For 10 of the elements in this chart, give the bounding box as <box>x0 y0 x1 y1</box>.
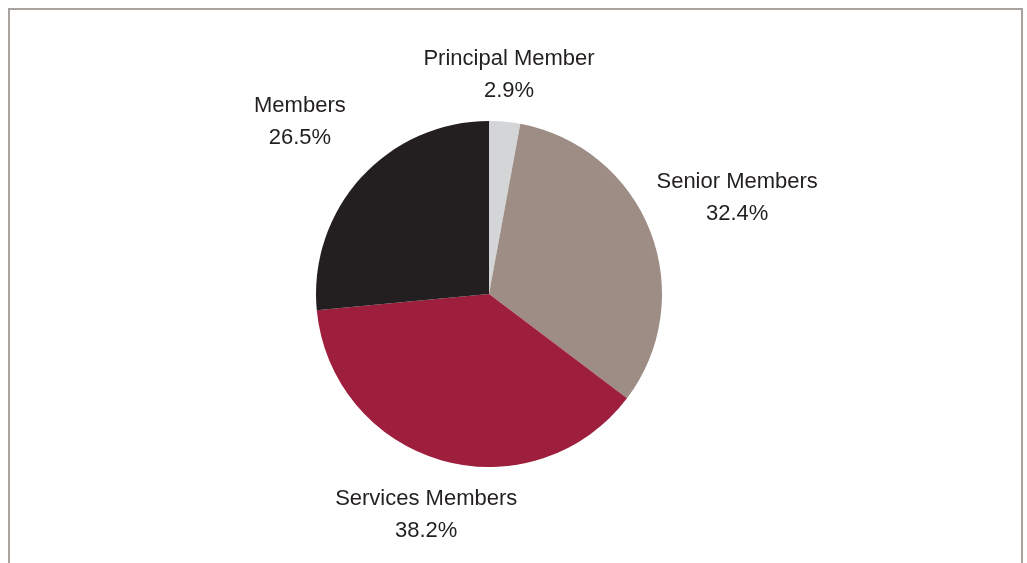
pie-slice <box>489 121 521 294</box>
data-label: 2.9% <box>483 76 535 102</box>
data-label: 26.5% <box>268 123 332 149</box>
slice-label: Senior Members <box>656 167 818 193</box>
data-label: 38.2% <box>395 517 458 543</box>
slice-label: Principal Member <box>423 44 595 70</box>
slice-label: Members <box>254 91 346 117</box>
pie-slice <box>316 294 628 467</box>
slice-label: Services Members <box>335 485 518 511</box>
data-label: 32.4% <box>705 199 769 225</box>
